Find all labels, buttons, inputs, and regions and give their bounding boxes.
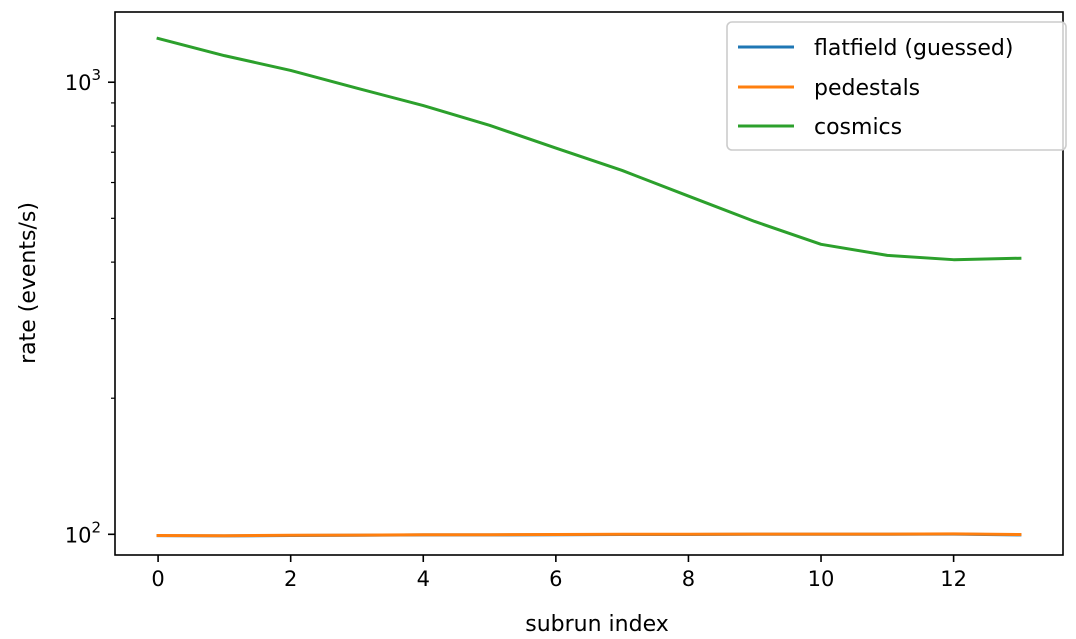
x-axis: 0 2 4 6 8 10 12 (151, 555, 967, 591)
x-tick-label-0: 0 (151, 567, 164, 591)
legend-box (726, 21, 1067, 151)
x-tick-label-4: 4 (417, 567, 430, 591)
x-tick-label-8: 8 (682, 567, 695, 591)
legend-label-flatfield: flatfield (guessed) (814, 36, 1013, 61)
y-axis: 102 103 (65, 66, 115, 547)
plot-frame (114, 11, 1064, 556)
series-line-pedestals (156, 532, 1022, 538)
series-line-cosmics (156, 36, 1022, 262)
x-tick-label-12: 12 (940, 567, 967, 591)
x-tick-label-10: 10 (808, 567, 835, 591)
y-axis-label: rate (events/s) (16, 202, 41, 364)
x-tick-label-2: 2 (284, 567, 297, 591)
x-axis-label: subrun index (525, 612, 668, 637)
series-layer (156, 36, 1022, 538)
y-tick-label-1000: 103 (65, 66, 101, 95)
legend-label-pedestals: pedestals (814, 76, 920, 101)
y-tick-label-100: 102 (65, 518, 101, 547)
legend-label-cosmics: cosmics (814, 115, 902, 140)
x-tick-label-6: 6 (549, 567, 562, 591)
legend: flatfield (guessed) pedestals cosmics (726, 21, 1067, 151)
